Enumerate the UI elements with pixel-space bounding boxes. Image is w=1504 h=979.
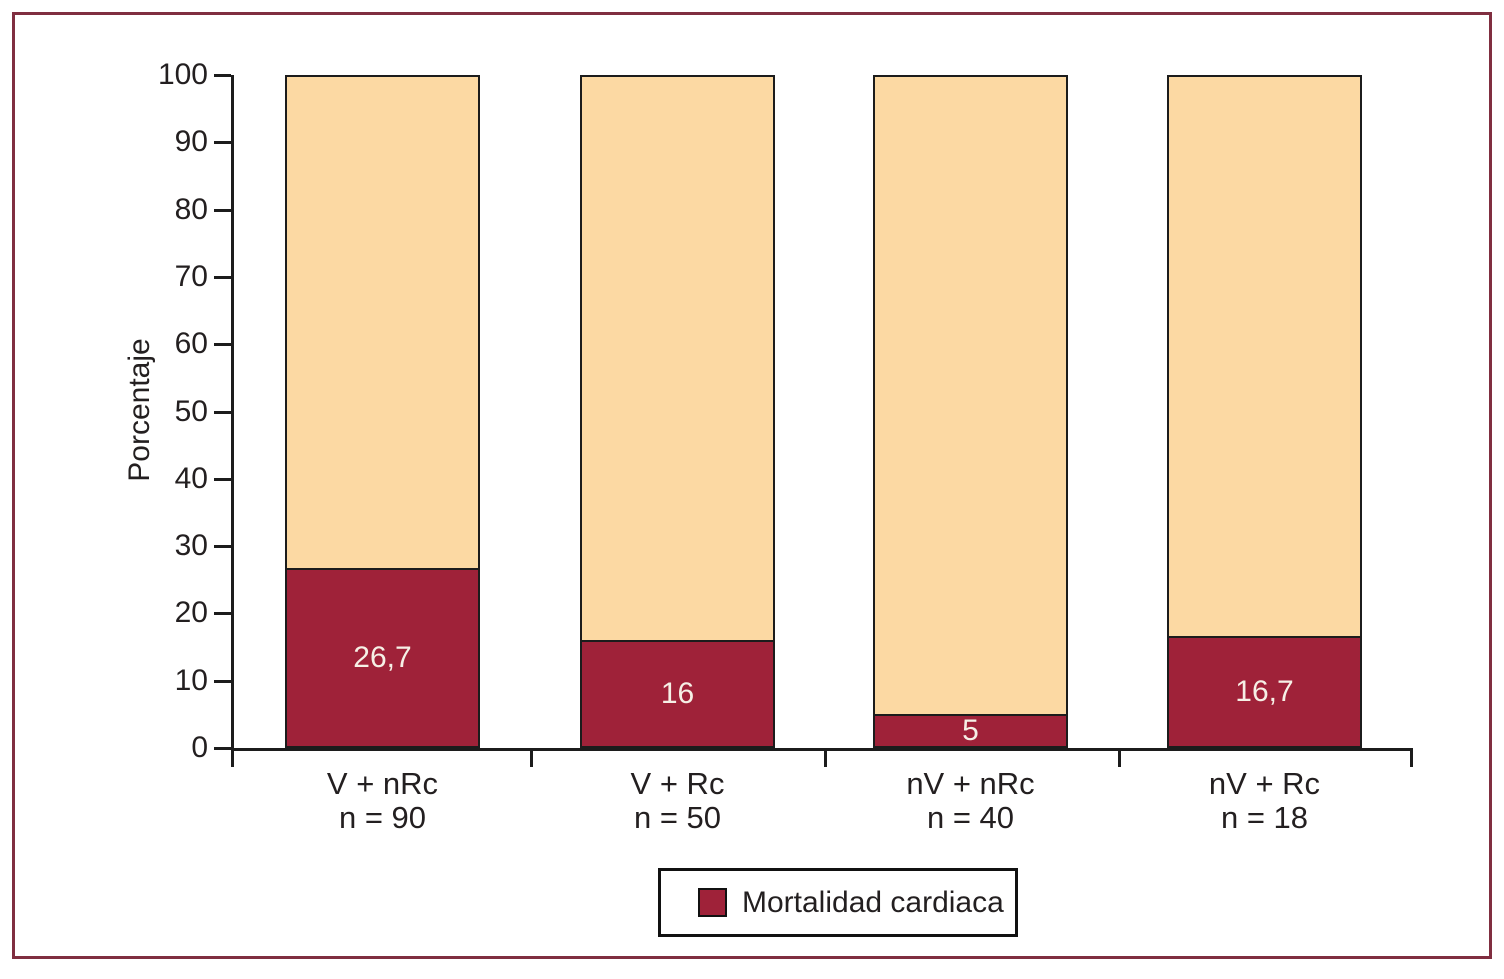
category-n-count: n = 18	[1220, 800, 1309, 835]
x-tick	[530, 750, 533, 767]
category-name: nV + nRc	[906, 766, 1035, 801]
category-n-count: n = 90	[338, 800, 427, 835]
y-tick-label: 80	[174, 193, 208, 226]
y-axis-line	[231, 75, 234, 767]
y-tick-label: 10	[174, 664, 208, 697]
y-tick-label: 40	[174, 462, 208, 495]
x-axis-line	[231, 748, 1413, 751]
bar-value-label: 5	[962, 714, 979, 747]
legend-label: Mortalidad cardiaca	[742, 885, 1004, 919]
y-tick	[214, 74, 231, 77]
y-tick-label: 30	[174, 529, 208, 562]
legend: Mortalidad cardiaca	[658, 868, 1018, 937]
bar-segment-mortalidad-cardiaca: 16,7	[1167, 636, 1362, 748]
category-name: nV + Rc	[1208, 766, 1321, 801]
y-tick-label: 90	[174, 125, 208, 158]
bar-segment-mortalidad-cardiaca: 5	[873, 714, 1068, 748]
bar-segment-remainder	[285, 75, 480, 568]
category-label: V + Rc n = 50	[530, 767, 826, 835]
category-label: nV + nRc n = 40	[823, 767, 1119, 835]
category-name: V + nRc	[326, 766, 439, 801]
y-tick-label: 100	[157, 58, 208, 91]
legend-swatch-mortalidad-cardiaca	[698, 888, 727, 917]
x-tick	[1410, 750, 1413, 767]
y-tick	[214, 680, 231, 683]
y-tick	[214, 411, 231, 414]
bar-segment-mortalidad-cardiaca: 26,7	[285, 568, 480, 748]
bar-segment-remainder	[1167, 75, 1362, 636]
y-tick	[214, 545, 231, 548]
bar-value-label: 26,7	[353, 641, 412, 674]
y-tick	[214, 209, 231, 212]
bar-segment-remainder	[873, 75, 1068, 714]
category-n-count: n = 50	[633, 800, 722, 835]
category-n-count: n = 40	[926, 800, 1015, 835]
bar-segment-remainder	[580, 75, 775, 640]
x-tick	[1118, 750, 1121, 767]
category-name: V + Rc	[630, 766, 725, 801]
y-tick	[214, 747, 231, 750]
y-tick-label: 60	[174, 327, 208, 360]
category-label: nV + Rc n = 18	[1117, 767, 1413, 835]
y-tick	[214, 478, 231, 481]
y-tick	[214, 612, 231, 615]
y-tick-label: 50	[174, 395, 208, 428]
y-tick-label: 20	[174, 596, 208, 629]
y-tick	[214, 141, 231, 144]
bar-value-label: 16,7	[1235, 675, 1294, 708]
y-tick-label: 0	[191, 731, 208, 764]
y-tick	[214, 343, 231, 346]
y-tick	[214, 276, 231, 279]
bar-value-label: 16	[660, 677, 695, 710]
bar-segment-mortalidad-cardiaca: 16	[580, 640, 775, 748]
x-tick	[824, 750, 827, 767]
y-tick-label: 70	[174, 260, 208, 293]
chart-frame: Porcentaje 0 10 20 30 40 50 60 70 80 90 100 26,7 16…	[12, 12, 1492, 959]
category-label: V + nRc n = 90	[235, 767, 531, 835]
